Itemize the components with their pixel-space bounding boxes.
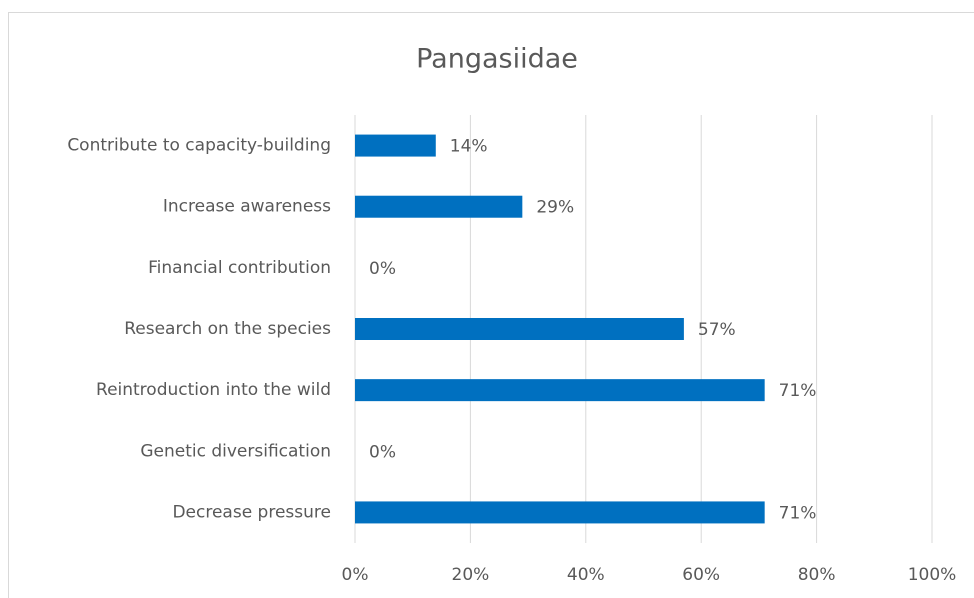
chart-title: Pangasiidae bbox=[416, 44, 578, 75]
data-label: 29% bbox=[536, 198, 574, 218]
x-tick-label: 100% bbox=[908, 565, 957, 585]
y-tick-label: Research on the species bbox=[124, 319, 331, 339]
bar bbox=[355, 501, 765, 524]
data-label: 71% bbox=[779, 503, 817, 523]
x-tick-label: 80% bbox=[798, 565, 836, 585]
y-tick-label: Decrease pressure bbox=[172, 502, 331, 522]
data-label: 57% bbox=[698, 320, 736, 340]
data-label: 14% bbox=[450, 137, 488, 157]
y-tick-label: Financial contribution bbox=[148, 258, 331, 278]
x-tick-label: 60% bbox=[682, 565, 720, 585]
data-label: 71% bbox=[779, 381, 817, 401]
x-tick-label: 20% bbox=[452, 565, 490, 585]
y-tick-label: Genetic diversification bbox=[140, 441, 331, 461]
y-tick-label: Reintroduction into the wild bbox=[96, 380, 331, 400]
bar bbox=[355, 379, 765, 402]
data-label: 0% bbox=[369, 259, 396, 279]
y-tick-label: Increase awareness bbox=[163, 197, 331, 217]
x-tick-label: 40% bbox=[567, 565, 605, 585]
x-tick-label: 0% bbox=[342, 565, 369, 585]
bar bbox=[355, 134, 436, 157]
chart-frame bbox=[8, 12, 974, 598]
bar bbox=[355, 195, 523, 218]
data-label: 0% bbox=[369, 442, 396, 462]
y-tick-label: Contribute to capacity-building bbox=[67, 136, 331, 156]
bar bbox=[355, 318, 684, 340]
